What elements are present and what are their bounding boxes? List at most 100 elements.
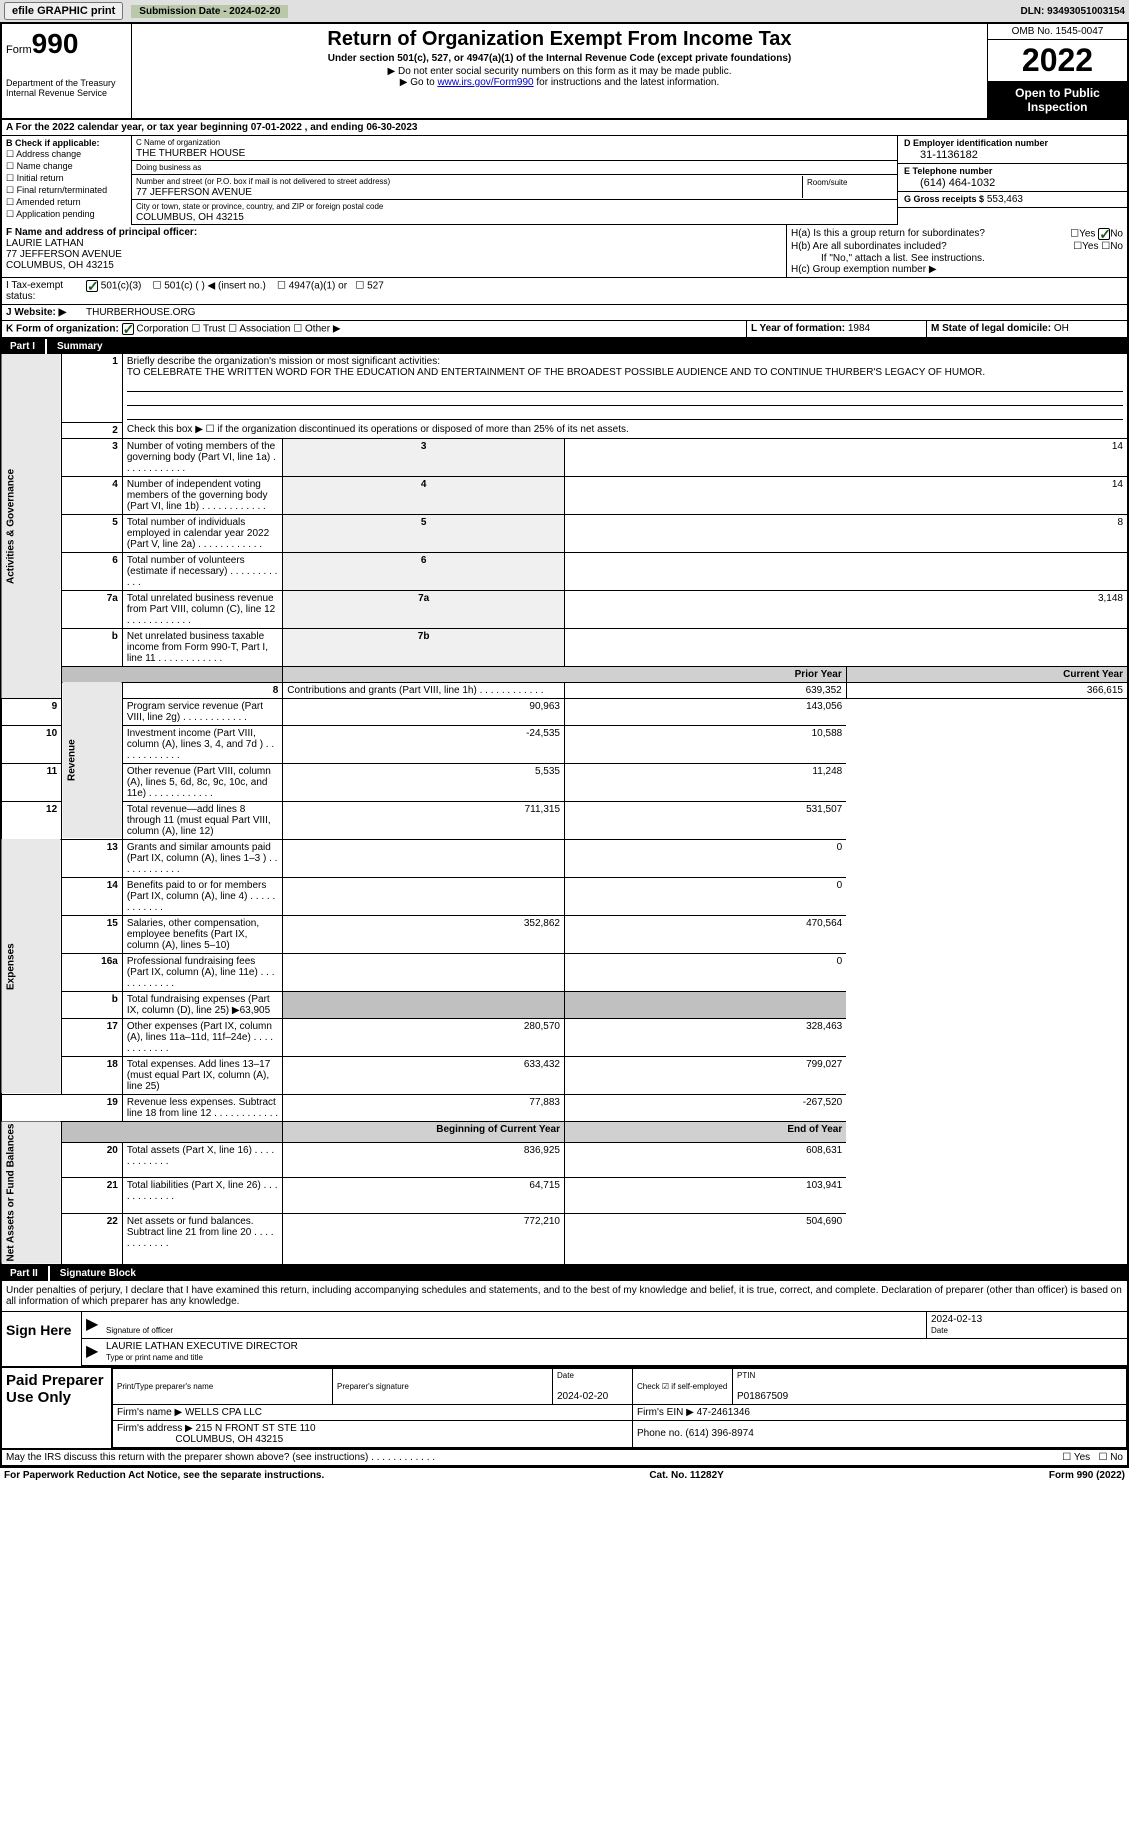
line8-text: Contributions and grants (Part VIII, lin… (283, 682, 565, 698)
line16a-text: Professional fundraising fees (Part IX, … (122, 953, 282, 991)
line1-label: Briefly describe the organization's miss… (127, 356, 1123, 367)
chk-final-return[interactable]: Final return/terminated (17, 185, 108, 195)
org-name-label: C Name of organization (136, 138, 220, 147)
line10-prior: -24,535 (283, 725, 565, 763)
chk-corporation[interactable] (122, 323, 134, 335)
gross-label: G Gross receipts $ (904, 194, 984, 204)
line17-text: Other expenses (Part IX, column (A), lin… (122, 1018, 282, 1056)
chk-amended[interactable]: Amended return (16, 197, 81, 207)
section-bcde: B Check if applicable: ☐ Address change … (0, 136, 1129, 225)
gross-receipts: 553,463 (987, 194, 1023, 205)
line16a-prior (283, 953, 565, 991)
line18-prior: 633,432 (283, 1056, 565, 1094)
line6-text: Total number of volunteers (estimate if … (122, 552, 282, 590)
line9-prior: 90,963 (283, 698, 565, 725)
sign-date: 2024-02-13 (931, 1314, 982, 1325)
date-label: Date (931, 1326, 948, 1335)
row-j: J Website: ▶ THURBERHOUSE.ORG (0, 305, 1129, 321)
line12-prior: 711,315 (283, 801, 565, 839)
section-b-header: B Check if applicable: (6, 138, 127, 148)
arrow-icon: ▶ (86, 1343, 98, 1360)
chk-501c3[interactable] (86, 280, 98, 292)
sign-here-label: Sign Here (2, 1312, 82, 1366)
line17-current: 328,463 (565, 1018, 847, 1056)
boy-header: Beginning of Current Year (283, 1121, 565, 1142)
hb-label: H(b) Are all subordinates included? (791, 241, 947, 252)
firm-ein-label: Firm's EIN ▶ (637, 1407, 694, 1418)
line11-current: 11,248 (565, 763, 847, 801)
line10-current: 10,588 (565, 725, 847, 763)
discuss-row: May the IRS discuss this return with the… (0, 1450, 1129, 1467)
side-activities-governance: Activities & Governance (1, 354, 62, 698)
ein: 31-1136182 (904, 149, 978, 161)
chk-initial-return[interactable]: Initial return (17, 173, 64, 183)
form-header: Form990 Department of the Treasury Inter… (0, 22, 1129, 120)
firm-ein: 47-2461346 (697, 1407, 750, 1418)
line7a-val: 3,148 (565, 590, 1129, 628)
line7b-text: Net unrelated business taxable income fr… (122, 628, 282, 666)
chk-name-change[interactable]: Name change (17, 161, 73, 171)
page-footer: For Paperwork Reduction Act Notice, see … (0, 1467, 1129, 1483)
efile-print-button[interactable]: efile GRAPHIC print (4, 2, 123, 20)
dba-label: Doing business as (136, 163, 201, 172)
firm-name-label: Firm's name ▶ (117, 1407, 182, 1418)
ha-no-checkbox[interactable] (1098, 228, 1110, 240)
line19-text: Revenue less expenses. Subtract line 18 … (122, 1094, 282, 1121)
irs-link[interactable]: www.irs.gov/Form990 (437, 77, 533, 88)
goto-post: for instructions and the latest informat… (534, 77, 720, 88)
line9-current: 143,056 (565, 698, 847, 725)
form-title: Return of Organization Exempt From Incom… (136, 28, 983, 51)
form-org-label: K Form of organization: (6, 324, 119, 335)
paperwork-notice: For Paperwork Reduction Act Notice, see … (4, 1470, 324, 1481)
department: Department of the Treasury Internal Reve… (6, 78, 127, 98)
form-number: 990 (32, 28, 79, 59)
goto-pre: ▶ Go to (400, 77, 438, 88)
prep-phone-label: Phone no. (637, 1428, 683, 1439)
line16a-current: 0 (565, 953, 847, 991)
line7b-val (565, 628, 1129, 666)
side-net-assets: Net Assets or Fund Balances (1, 1121, 62, 1265)
line4-text: Number of independent voting members of … (122, 476, 282, 514)
state-domicile: OH (1054, 323, 1069, 334)
ein-label: D Employer identification number (904, 138, 1048, 148)
ha-label: H(a) Is this a group return for subordin… (791, 228, 985, 240)
discuss-text: May the IRS discuss this return with the… (6, 1452, 435, 1463)
name-label: Type or print name and title (106, 1353, 203, 1362)
preparer-block: Paid Preparer Use Only Print/Type prepar… (0, 1368, 1129, 1450)
eoy-header: End of Year (565, 1121, 847, 1142)
current-year-header: Current Year (846, 666, 1128, 682)
top-bar: efile GRAPHIC print Submission Date - 20… (0, 0, 1129, 22)
line19-prior: 77,883 (283, 1094, 565, 1121)
line8-prior: 639,352 (565, 682, 847, 698)
part-1-header: Part I Summary (0, 339, 1129, 354)
line2: Check this box ▶ ☐ if the organization d… (122, 422, 1128, 438)
cat-number: Cat. No. 11282Y (649, 1470, 723, 1481)
dln: DLN: 93493051003154 (1020, 6, 1125, 17)
year-formation: 1984 (848, 323, 870, 334)
sign-block: Sign Here ▶ Signature of officer 2024-02… (0, 1311, 1129, 1368)
line13-text: Grants and similar amounts paid (Part IX… (122, 839, 282, 877)
line10-text: Investment income (Part VIII, column (A)… (122, 725, 282, 763)
website-label: J Website: ▶ (6, 307, 86, 318)
line20-text: Total assets (Part X, line 16) (122, 1142, 282, 1178)
line8-current: 366,615 (846, 682, 1128, 698)
ptin-label: PTIN (737, 1371, 1122, 1380)
line14-current: 0 (565, 877, 847, 915)
chk-application-pending[interactable]: Application pending (16, 209, 95, 219)
row-k: K Form of organization: Corporation ☐ Tr… (0, 321, 1129, 339)
section-fh: F Name and address of principal officer:… (0, 225, 1129, 278)
form-label: Form (6, 44, 32, 56)
hc-label: H(c) Group exemption number ▶ (791, 264, 1123, 275)
line17-prior: 280,570 (283, 1018, 565, 1056)
row-i: I Tax-exempt status: 501(c)(3) ☐ 501(c) … (0, 278, 1129, 305)
line16b-text: Total fundraising expenses (Part IX, col… (122, 991, 282, 1018)
firm-name: WELLS CPA LLC (185, 1407, 262, 1418)
line19-current: -267,520 (565, 1094, 847, 1121)
line14-prior (283, 877, 565, 915)
line6-val (565, 552, 1129, 590)
addr-label: Number and street (or P.O. box if mail i… (136, 177, 390, 186)
prep-name-label: Print/Type preparer's name (117, 1382, 328, 1391)
line9-text: Program service revenue (Part VIII, line… (122, 698, 282, 725)
chk-address-change[interactable]: Address change (16, 149, 81, 159)
part-2-label: Part II (0, 1266, 50, 1281)
